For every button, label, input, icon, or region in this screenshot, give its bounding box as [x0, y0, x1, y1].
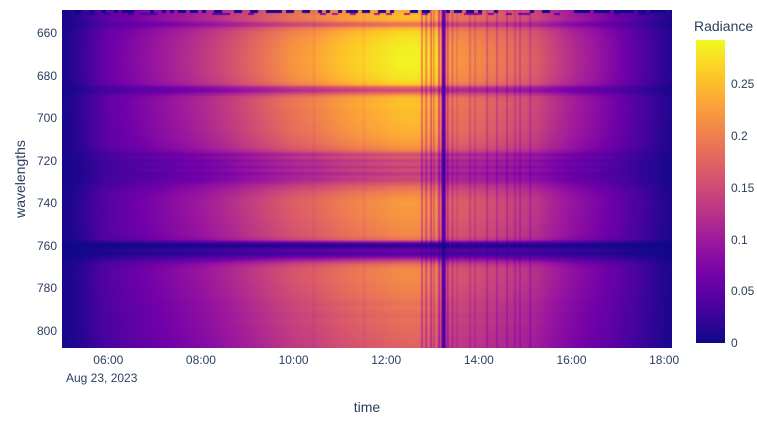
y-tick-label: 740 — [36, 196, 57, 211]
y-tick-label: 700 — [36, 111, 57, 126]
x-tick-label: 10:00 — [278, 353, 309, 367]
colorbar-tick-label: 0.05 — [731, 284, 755, 299]
colorbar-title: Radiance — [694, 18, 754, 34]
x-axis-title: time — [353, 399, 381, 415]
colorbar-tick-label: 0.15 — [731, 180, 755, 195]
heatmap-canvas[interactable] — [62, 10, 672, 348]
x-tick-label: 18:00 — [649, 353, 680, 367]
x-axis-date-annotation: Aug 23, 2023 — [66, 371, 138, 385]
x-tick-label: 06:00 — [93, 353, 124, 367]
y-tick-label: 800 — [36, 323, 57, 338]
colorbar-tick-label: 0.2 — [731, 129, 748, 144]
y-tick-label: 720 — [36, 153, 57, 168]
x-tick-label: 16:00 — [556, 353, 587, 367]
y-tick-label: 780 — [36, 281, 57, 296]
y-tick-label: 680 — [36, 68, 57, 83]
x-tick-label: 08:00 — [185, 353, 216, 367]
y-tick-label: 760 — [36, 238, 57, 253]
x-tick-label: 14:00 — [463, 353, 494, 367]
colorbar-gradient — [696, 40, 725, 343]
colorbar-tick-label: 0.1 — [731, 232, 748, 247]
x-tick-label: 12:00 — [371, 353, 402, 367]
y-tick-label: 660 — [36, 26, 57, 41]
colorbar-tick-label: 0 — [731, 336, 738, 350]
colorbar-tick-label: 0.25 — [731, 77, 755, 92]
